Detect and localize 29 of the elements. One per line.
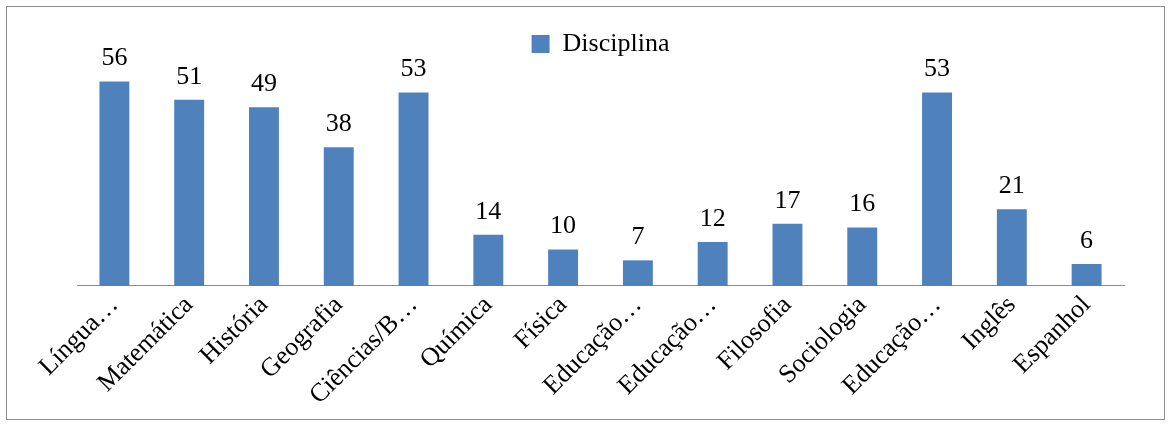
bar [922,92,952,286]
bar [174,99,205,286]
data-label: 10 [550,210,577,240]
bar [99,81,130,286]
bar [548,249,579,286]
data-label: 49 [250,67,277,97]
data-label: 17 [774,184,801,214]
bar [473,234,504,286]
data-label: 6 [1080,224,1094,254]
bar [772,223,803,286]
bar [398,92,429,286]
data-label: 53 [924,53,951,83]
data-label: 53 [400,53,427,83]
bar [249,107,279,286]
data-label: 12 [699,202,726,232]
data-label: 14 [475,195,502,225]
data-label: 7 [631,221,645,251]
bar [847,227,878,286]
legend-label: Disciplina [562,27,670,57]
bar [996,209,1027,286]
bar [1071,263,1102,286]
data-label: 51 [176,60,203,90]
data-label: 38 [325,108,352,138]
bar [323,147,354,286]
bar [622,260,653,286]
bar [697,242,728,286]
data-label: 21 [998,170,1025,200]
data-label: 56 [101,42,128,72]
data-label: 16 [849,188,876,218]
